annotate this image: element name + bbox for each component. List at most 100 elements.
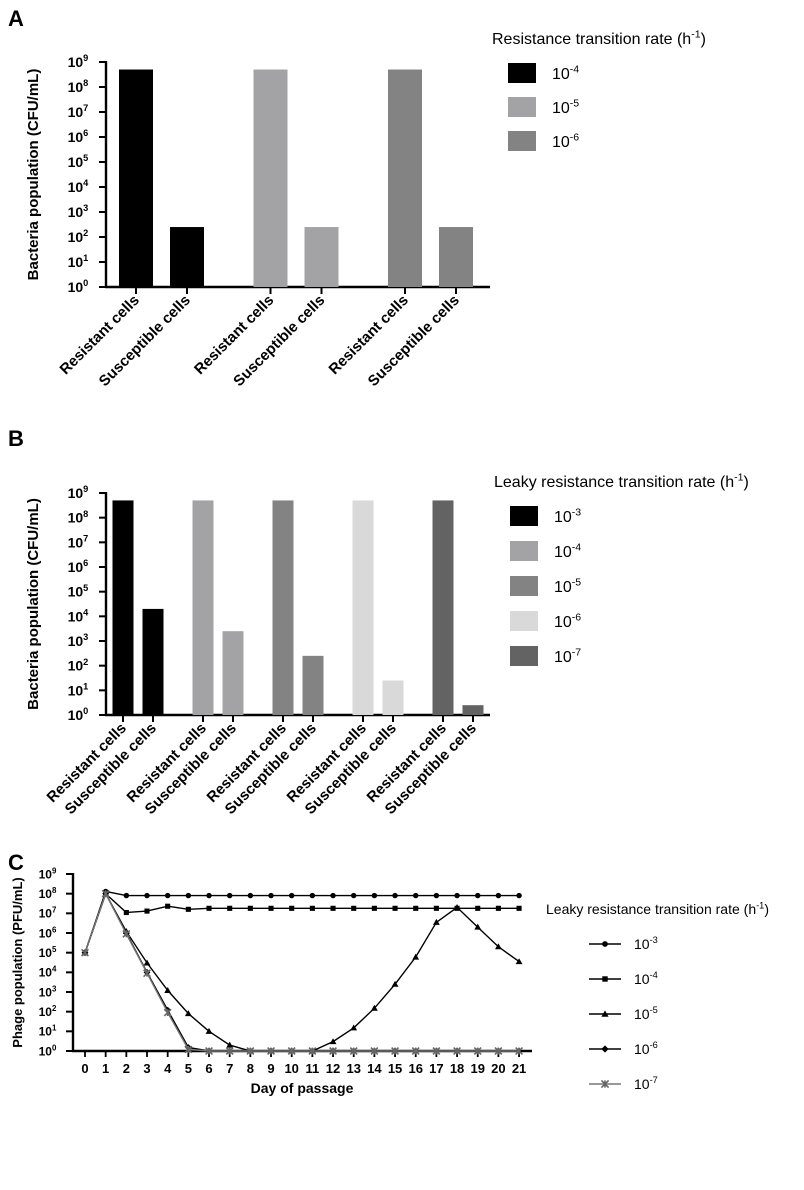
panel-c-point: [602, 941, 608, 947]
panel-c-y-tick-label: 101: [39, 1024, 57, 1039]
panel-b-bar: [142, 608, 164, 715]
panel-a-y-tick-label: 101: [68, 253, 89, 270]
panel-c-point: [600, 1079, 610, 1089]
panel-a-y-tick-label: 108: [68, 78, 89, 95]
panel-a-y-tick-label: 100: [68, 278, 89, 295]
panel-c-point: [453, 904, 461, 910]
panel-c-x-tick-label: 21: [512, 1061, 526, 1076]
panel-c-point: [475, 892, 481, 899]
panel-a-y-tick-label: 104: [68, 178, 90, 195]
panel-c-point: [602, 976, 608, 982]
panel-b-bar: [432, 500, 454, 715]
panel-c-legend-item: 10-5: [634, 1005, 658, 1022]
panel-c-point: [515, 1047, 524, 1055]
panel-b-y-tick-label: 106: [68, 558, 89, 575]
panel-a-legend-title: Resistance transition rate (h-1): [492, 29, 706, 48]
panel-c-point: [122, 929, 131, 938]
panel-c-x-tick-label: 8: [247, 1061, 254, 1076]
panel-a-y-tick-label: 107: [68, 103, 89, 120]
panel-c-point: [226, 892, 233, 899]
panel-c-point: [432, 1047, 441, 1055]
panel-c-x-tick-label: 4: [164, 1061, 172, 1076]
panel-b-legend-item: 10-7: [554, 646, 581, 666]
panel-c-series-line: [84, 890, 520, 953]
panel-b-y-tick-label: 102: [68, 657, 89, 674]
panel-b-legend-item: 10-6: [554, 611, 581, 631]
panel-c-point: [143, 959, 151, 966]
panel-c-legend-item: 10-7: [634, 1075, 658, 1092]
panel-c-legend-item: 10-6: [634, 1040, 658, 1057]
panel-c-point: [123, 909, 129, 916]
panel-c-x-tick-label: 16: [408, 1061, 422, 1076]
panel-b-bar: [192, 500, 214, 715]
panel-c-point: [288, 892, 295, 899]
panel-c-point: [453, 1047, 462, 1055]
panel-b-legend-swatch: [510, 541, 538, 561]
panel-c-x-tick-label: 1: [102, 1061, 109, 1076]
panel-c-point: [81, 948, 89, 957]
panel-a-legend-item: 10-4: [552, 63, 579, 83]
panel-c-point: [391, 980, 399, 987]
panel-c-point: [516, 905, 522, 911]
panel-c-point: [413, 892, 419, 899]
panel-b-y-axis-title: Bacteria population (CFU/mL): [25, 498, 42, 710]
panel-a-legend-swatch: [508, 97, 536, 117]
panel-b-y-tick-label: 103: [68, 632, 89, 649]
panel-c-point: [330, 905, 336, 911]
panel-b-y-tick-label: 108: [68, 509, 89, 526]
panel-c-y-tick-label: 105: [39, 945, 57, 960]
panel-c-point: [370, 1004, 378, 1011]
panel-b-bar: [462, 705, 484, 715]
panel-a-x-tick-label: Susceptible cells: [365, 292, 463, 390]
panel-c-x-tick-label: 11: [305, 1061, 319, 1076]
panel-c-y-tick-label: 104: [39, 965, 57, 980]
panel-a-label: A: [8, 6, 24, 31]
panel-b-legend-swatch: [510, 611, 538, 631]
panel-b-y-tick-label: 107: [68, 533, 89, 550]
panel-c-y-tick-label: 109: [39, 866, 57, 881]
panel-c-point: [309, 905, 315, 911]
panel-c-point: [433, 905, 439, 911]
panel-c-point: [143, 969, 151, 978]
panel-c-series-line: [84, 891, 520, 1052]
panel-c-legend-item: 10-4: [634, 970, 658, 987]
panel-c-point: [185, 892, 192, 899]
panel-b-y-tick-label: 109: [68, 484, 89, 501]
panel-c-point: [515, 958, 523, 965]
panel-c-legend-title: Leaky resistance transition rate (h-1): [546, 900, 769, 917]
panel-a-x-tick-label: Susceptible cells: [230, 292, 328, 390]
panel-c-point: [308, 1047, 317, 1055]
panel-c-point: [473, 1047, 482, 1055]
panel-c-x-tick-label: 19: [470, 1061, 484, 1076]
panel-b-y-tick-label: 100: [68, 706, 89, 723]
panel-a-y-tick-label: 105: [68, 153, 89, 170]
panel-b-label: B: [8, 426, 24, 451]
panel-c-x-tick-label: 14: [367, 1061, 382, 1076]
panel-c-point: [412, 953, 420, 960]
panel-c-point: [329, 1038, 337, 1045]
panel-b-legend-title: Leaky resistance transition rate (h-1): [494, 472, 749, 491]
panel-c-point: [144, 908, 150, 914]
panel-a-bar: [439, 227, 473, 287]
panel-a-bar: [119, 69, 153, 287]
panel-b-legend-item: 10-3: [554, 506, 581, 526]
panel-c-x-axis-title: Day of passage: [251, 1080, 354, 1096]
panel-c-point: [432, 918, 440, 925]
panel-c-point: [495, 905, 501, 911]
panel-c-point: [309, 892, 316, 899]
panel-c-x-tick-label: 6: [205, 1061, 212, 1076]
panel-c-legend-item: 10-3: [634, 935, 658, 952]
panel-a-x-tick-label: Susceptible cells: [96, 292, 194, 390]
panel-c-point: [247, 892, 254, 899]
panel-c-y-axis-title: Phage population (PFU/mL): [10, 877, 25, 1047]
panel-a-bar: [304, 227, 339, 287]
panel-c-point: [267, 1047, 275, 1055]
panel-a-y-tick-label: 102: [68, 228, 89, 245]
panel-c-y-tick-label: 106: [39, 925, 57, 940]
panel-c-series-line: [84, 892, 520, 953]
panel-c-y-tick-label: 102: [39, 1004, 57, 1019]
panel-c-point: [601, 1010, 609, 1017]
panel-c-point: [495, 943, 502, 950]
panel-c-y-tick-label: 108: [39, 886, 57, 901]
